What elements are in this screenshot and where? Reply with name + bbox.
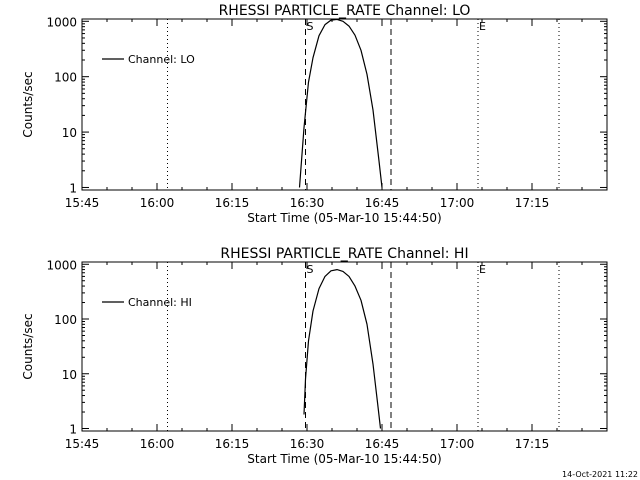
chart-2-series-line [303, 269, 382, 429]
chart-1-y-tick-label: 1000 [46, 15, 77, 29]
chart-1-y-tick-label: 10 [62, 126, 77, 140]
chart-1-x-tick-label: 16:45 [365, 196, 400, 210]
chart-2-x-tick-label: 15:45 [65, 437, 100, 451]
chart-2-y-tick-label: 1 [69, 422, 77, 436]
chart-2-x-axis-label: Start Time (05-Mar-10 15:44:50) [247, 452, 441, 466]
chart-2-marker-label-s: S [307, 263, 314, 276]
chart-2-x-tick-label: 17:15 [515, 437, 550, 451]
chart-2-y-tick-label: 10 [62, 368, 77, 382]
chart-1-y-tick-label: 1 [69, 181, 77, 195]
chart-1-x-tick-label: 16:15 [215, 196, 250, 210]
chart-1-x-tick-label: 17:15 [515, 196, 550, 210]
chart-2-plot-frame [81, 261, 608, 432]
chart-2-y-axis-label: Counts/sec [21, 313, 35, 379]
chart-1-series-line [298, 18, 383, 188]
chart-1-marker-label-e: E [479, 20, 486, 33]
footer-timestamp: 14-Oct-2021 11:22 [562, 470, 638, 479]
chart-1-marker-label-s: S [307, 20, 314, 33]
chart-1-title: RHESSI PARTICLE_RATE Channel: LO [219, 3, 471, 19]
chart-1-legend-label: Channel: LO [128, 53, 195, 66]
chart-1-x-tick-label: 16:30 [290, 196, 325, 210]
chart-1-x-tick-label: 17:00 [440, 196, 475, 210]
chart-1-y-axis-label: Counts/sec [21, 71, 35, 137]
chart-1-x-axis-label: Start Time (05-Mar-10 15:44:50) [247, 211, 441, 225]
chart-2-x-tick-label: 16:45 [365, 437, 400, 451]
chart-2-y-tick-label: 100 [54, 313, 77, 327]
chart-2-x-tick-label: 16:15 [215, 437, 250, 451]
chart-2-title: RHESSI PARTICLE_RATE Channel: HI [220, 246, 468, 262]
chart-2-marker-label-e: E [479, 263, 486, 276]
chart-1-x-tick-label: 15:45 [65, 196, 100, 210]
chart-1-plot-frame [81, 18, 608, 191]
chart-2-y-tick-label: 1000 [46, 258, 77, 272]
chart-2-legend-label: Channel: HI [128, 296, 192, 309]
chart-1-y-tick-label: 100 [54, 71, 77, 85]
chart-2-x-tick-label: 16:30 [290, 437, 325, 451]
chart-1-x-tick-label: 16:00 [140, 196, 175, 210]
chart-2-x-tick-label: 17:00 [440, 437, 475, 451]
chart-2-x-tick-label: 16:00 [140, 437, 175, 451]
